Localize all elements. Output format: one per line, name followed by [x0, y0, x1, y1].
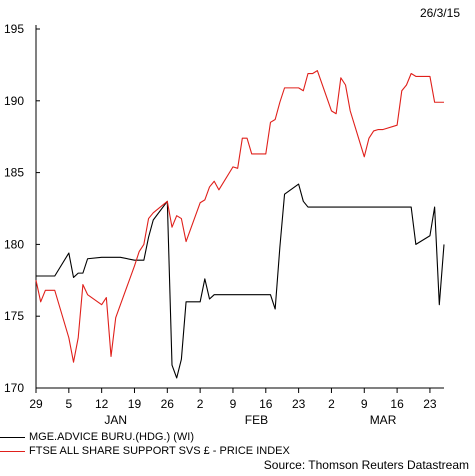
legend-swatch-mge	[0, 436, 25, 438]
x-tick-label: 23	[292, 397, 306, 411]
legend-swatch-ftse	[0, 450, 25, 452]
chart-date-stamp: 26/3/15	[419, 6, 460, 20]
y-tick-label: 180	[4, 237, 24, 251]
x-tick-label: 2	[328, 397, 335, 411]
x-tick-label: 23	[423, 397, 437, 411]
series-layer	[35, 70, 445, 379]
x-tick-label: 12	[95, 397, 109, 411]
x-tick-label: 5	[65, 397, 72, 411]
x-tick-label: 16	[390, 397, 404, 411]
x-tick-label: 29	[29, 397, 43, 411]
x-month-label: FEB	[245, 413, 268, 427]
legend-label-ftse: FTSE ALL SHARE SUPPORT SVS £ - PRICE IND…	[29, 445, 290, 457]
x-tick-label: 19	[128, 397, 142, 411]
x-month-label: MAR	[370, 413, 397, 427]
y-tick-label: 185	[4, 166, 24, 180]
y-tick-label: 175	[4, 309, 24, 323]
series-line-mge	[36, 183, 445, 379]
legend-item-mge: MGE.ADVICE BURU.(HDG.) (WI)	[0, 430, 194, 444]
x-tick-label: 9	[230, 397, 237, 411]
y-tick-label: 190	[4, 94, 24, 108]
y-tick-label: 195	[4, 22, 24, 36]
x-tick-label: 16	[259, 397, 273, 411]
x-tick-label: 9	[361, 397, 368, 411]
series-line-ftse	[35, 70, 444, 363]
legend-item-ftse: FTSE ALL SHARE SUPPORT SVS £ - PRICE IND…	[0, 444, 290, 458]
x-month-label: JAN	[104, 413, 127, 427]
y-tick-label: 170	[4, 381, 24, 395]
legend-label-mge: MGE.ADVICE BURU.(HDG.) (WI)	[29, 431, 194, 443]
x-tick-label: 26	[161, 397, 175, 411]
source-note: Source: Thomson Reuters Datastream	[263, 458, 469, 472]
x-tick-label: 2	[197, 397, 204, 411]
